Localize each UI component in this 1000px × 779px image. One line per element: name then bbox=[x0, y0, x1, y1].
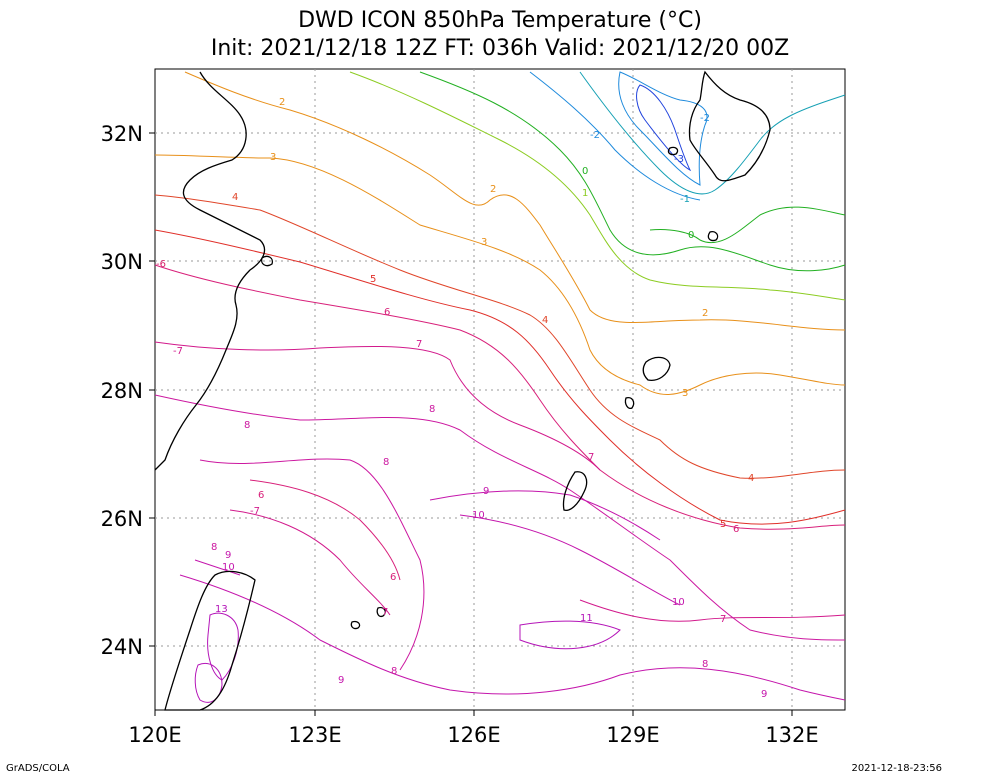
coast-miyako bbox=[350, 620, 361, 630]
contour-9b bbox=[429, 490, 661, 541]
contour-label: 5 bbox=[720, 519, 726, 530]
contour-label: 9 bbox=[761, 689, 767, 700]
lat-tick-label: 30N bbox=[101, 250, 143, 274]
contour-label: 7 bbox=[382, 607, 388, 618]
coastlines bbox=[154, 70, 771, 711]
contour-label: 2 bbox=[279, 97, 285, 108]
contour-label: 10 bbox=[222, 562, 235, 573]
contour-label: 8 bbox=[211, 542, 217, 553]
contour-8b bbox=[199, 458, 425, 671]
contour-2 bbox=[184, 71, 846, 331]
contour-label: 7 bbox=[416, 339, 422, 350]
contour-label: 7 bbox=[588, 452, 594, 463]
contour-label: 10 bbox=[672, 597, 685, 608]
contour-10b bbox=[194, 559, 241, 576]
coast-jeju bbox=[667, 146, 679, 156]
contour-label: 2 bbox=[490, 184, 496, 195]
coast-okinawa bbox=[562, 471, 588, 511]
contour-label: -7 bbox=[250, 506, 260, 517]
contour-label: 9 bbox=[225, 550, 231, 561]
contour-lines bbox=[154, 71, 846, 703]
contour-minus3 bbox=[636, 84, 692, 172]
contour-label: 11 bbox=[580, 613, 593, 624]
contour-label: 3 bbox=[682, 388, 688, 399]
contour-label: 8 bbox=[702, 659, 708, 670]
contour-6 bbox=[154, 264, 846, 530]
contour-label: 1 bbox=[582, 188, 588, 199]
contour-6b bbox=[249, 479, 401, 581]
contour-9 bbox=[179, 574, 846, 701]
contour-label: 3 bbox=[270, 152, 276, 163]
contour-label: 8 bbox=[383, 457, 389, 468]
contour-label: -1 bbox=[680, 194, 690, 205]
contour-label: -2 bbox=[700, 113, 710, 124]
contour-label: -3 bbox=[674, 154, 684, 165]
contour-4 bbox=[154, 194, 846, 479]
contour-8 bbox=[154, 394, 846, 641]
contour-label: 0 bbox=[582, 166, 588, 177]
contour-label: 9 bbox=[483, 486, 489, 497]
lat-tick-label: 28N bbox=[101, 379, 143, 403]
footer-software-label: GrADS/COLA bbox=[6, 763, 70, 774]
lat-tick-label: 32N bbox=[101, 122, 143, 146]
contour-3 bbox=[154, 154, 846, 395]
coast-china-east bbox=[154, 71, 266, 471]
coast-ishigaki bbox=[376, 606, 386, 618]
contour-label: 4 bbox=[542, 315, 548, 326]
contour-label: 9 bbox=[338, 675, 344, 686]
contour-1 bbox=[349, 71, 846, 301]
lon-tick-label: 120E bbox=[128, 723, 181, 747]
contour-label: 2 bbox=[702, 308, 708, 319]
contour-label: 6 bbox=[390, 572, 396, 583]
contour-label: 10 bbox=[472, 510, 485, 521]
contour-label: 6 bbox=[384, 307, 390, 318]
coast-shanghai-islands bbox=[260, 255, 274, 267]
lon-tick-label: 126E bbox=[447, 723, 500, 747]
contour-label: 4 bbox=[748, 473, 754, 484]
contour-label: 5 bbox=[370, 274, 376, 285]
contour-label: -2 bbox=[590, 130, 600, 141]
contour-label: 4 bbox=[232, 192, 238, 203]
coast-tanegashima bbox=[642, 356, 671, 381]
contour-label: 0 bbox=[688, 230, 694, 241]
footer-timestamp: 2021-12-18-23:56 bbox=[851, 763, 942, 774]
contour-13 bbox=[207, 612, 239, 681]
contour-7b bbox=[579, 599, 846, 622]
contour-label: 3 bbox=[481, 237, 487, 248]
contour-label: 8 bbox=[391, 666, 397, 677]
contour-7 bbox=[154, 341, 601, 471]
contour-label: 13 bbox=[215, 604, 228, 615]
lon-tick-label: 129E bbox=[606, 723, 659, 747]
contour-5 bbox=[154, 229, 846, 525]
chart-subtitle: Init: 2021/12/18 12Z FT: 036h Valid: 202… bbox=[210, 36, 790, 61]
contour-label: -6 bbox=[156, 259, 166, 270]
lat-tick-label: 26N bbox=[101, 507, 143, 531]
lon-tick-label: 132E bbox=[765, 723, 818, 747]
contour-label: 7 bbox=[720, 614, 726, 625]
contour-label: 8 bbox=[429, 404, 435, 415]
coast-yakushima bbox=[707, 230, 719, 242]
contour-minus2b bbox=[529, 71, 701, 201]
tick-marks bbox=[149, 132, 793, 716]
lon-tick-label: 123E bbox=[288, 723, 341, 747]
contour-11 bbox=[519, 620, 621, 650]
coast-amami bbox=[624, 396, 635, 410]
contour-label: 6 bbox=[733, 524, 739, 535]
lat-tick-label: 24N bbox=[101, 635, 143, 659]
contour-minus2 bbox=[618, 71, 708, 186]
contour-minus1 bbox=[579, 71, 846, 195]
contour-7c bbox=[229, 509, 391, 616]
contour-label: -7 bbox=[173, 346, 183, 357]
coast-kyushu bbox=[688, 70, 771, 182]
grid-lines bbox=[155, 69, 845, 710]
chart-title: DWD ICON 850hPa Temperature (°C) bbox=[298, 8, 702, 33]
contour-0b bbox=[649, 206, 846, 244]
contour-label: 6 bbox=[258, 490, 264, 501]
coast-taiwan bbox=[164, 570, 256, 711]
contour-0 bbox=[419, 71, 846, 272]
contour-label: 8 bbox=[244, 420, 250, 431]
contour-label-group: 2 3 4 -6 5 6 -7 7 8 8 8 9 10 11 10 7 8 9… bbox=[156, 97, 767, 700]
contour-10 bbox=[459, 514, 681, 606]
